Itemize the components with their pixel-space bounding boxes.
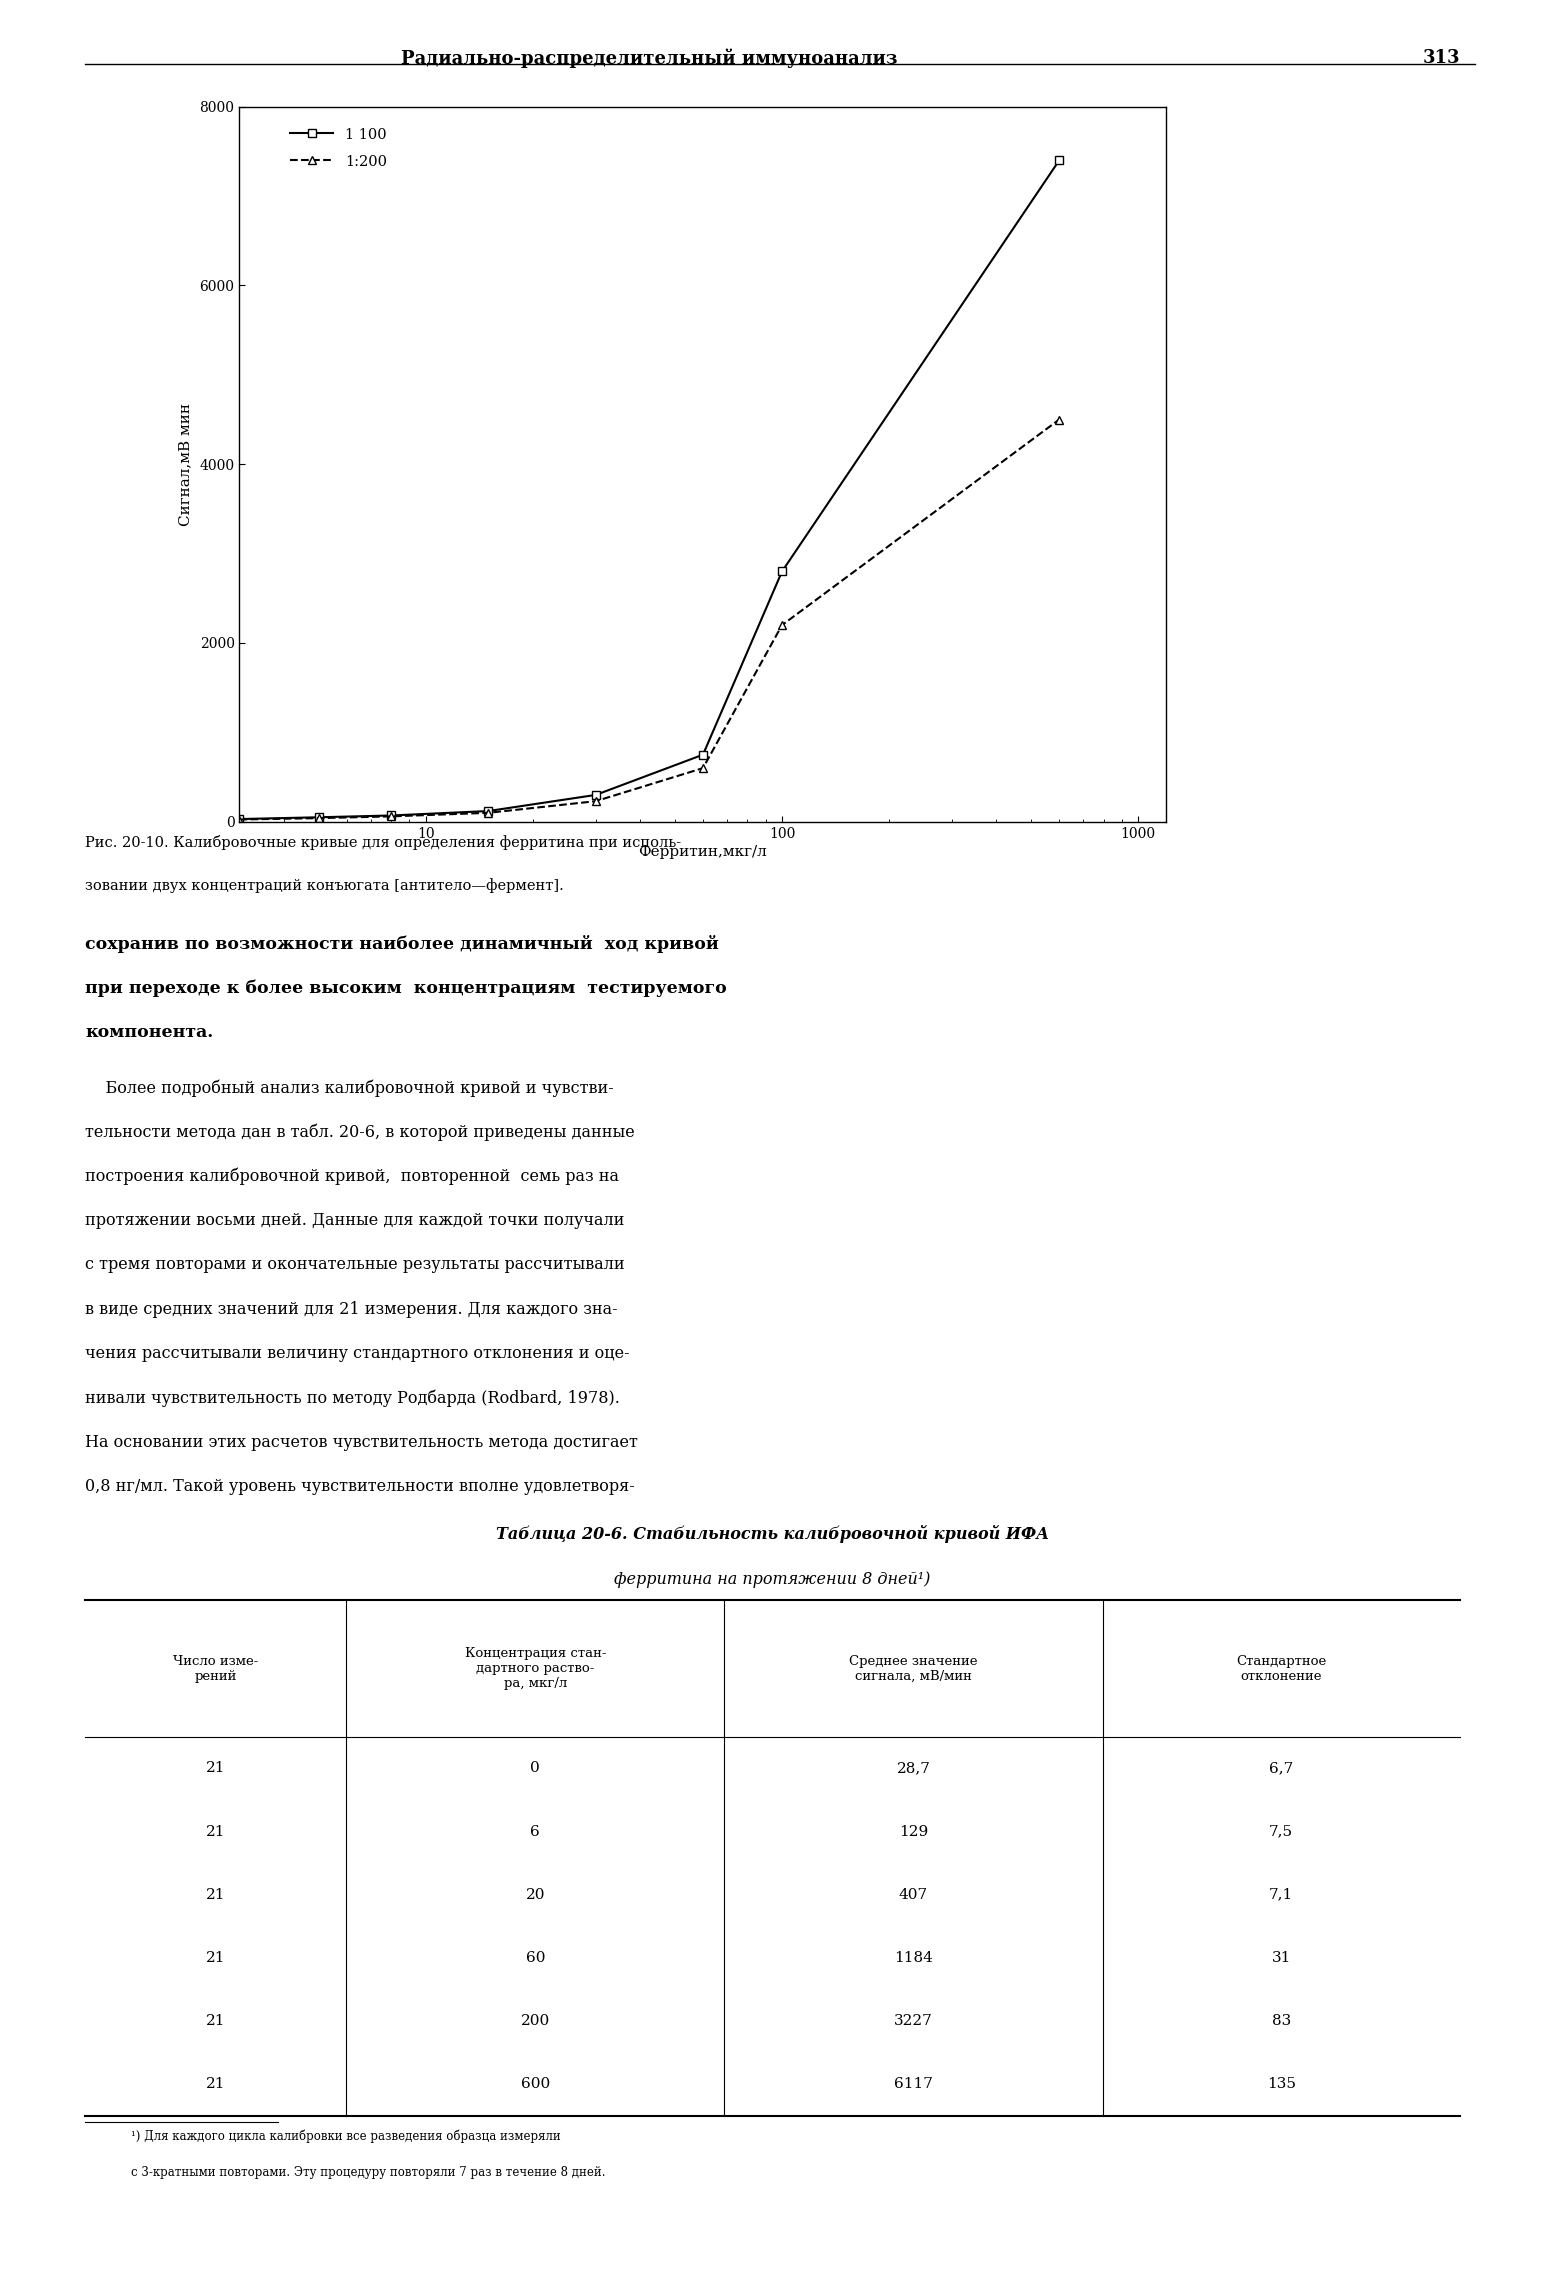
Text: 28,7: 28,7 [896,1762,930,1775]
Text: построения калибровочной кривой,  повторенной  семь раз на: построения калибровочной кривой, повторе… [85,1167,620,1185]
Text: 7,1: 7,1 [1268,1889,1293,1902]
Text: 21: 21 [205,2077,226,2091]
Text: 135: 135 [1267,2077,1296,2091]
Text: тельности метода дан в табл. 20-6, в которой приведены данные: тельности метода дан в табл. 20-6, в кот… [85,1124,635,1142]
Text: Таблица 20-6. Стабильность калибровочной кривой ИФА: Таблица 20-6. Стабильность калибровочной… [496,1525,1049,1544]
Text: компонента.: компонента. [85,1024,213,1040]
Text: 7,5: 7,5 [1268,1825,1293,1839]
Text: 407: 407 [899,1889,929,1902]
Text: Более подробный анализ калибровочной кривой и чувстви-: Более подробный анализ калибровочной кри… [85,1078,613,1096]
Text: Число изме-
рений: Число изме- рений [173,1655,258,1682]
Text: при переходе к более высоким  концентрациям  тестируемого: при переходе к более высоким концентраци… [85,978,726,997]
Text: нивали чувствительность по методу Родбарда (Rodbard, 1978).: нивали чувствительность по методу Родбар… [85,1389,620,1407]
Text: Концентрация стан-
дартного раство-
ра, мкг/л: Концентрация стан- дартного раство- ра, … [465,1648,606,1691]
Text: 6,7: 6,7 [1268,1762,1293,1775]
Text: 21: 21 [205,1950,226,1966]
Text: 31: 31 [1272,1950,1292,1966]
Text: 6117: 6117 [895,2077,933,2091]
Text: 83: 83 [1272,2013,1292,2027]
Text: 60: 60 [525,1950,545,1966]
Text: На основании этих расчетов чувствительность метода достигает: На основании этих расчетов чувствительно… [85,1435,638,1451]
Text: чения рассчитывали величину стандартного отклонения и оце-: чения рассчитывали величину стандартного… [85,1344,630,1362]
Text: с 3-кратными повторами. Эту процедуру повторяли 7 раз в течение 8 дней.: с 3-кратными повторами. Эту процедуру по… [131,2166,606,2179]
Text: сохранив по возможности наиболее динамичный  ход кривой: сохранив по возможности наиболее динамич… [85,935,718,953]
Text: 21: 21 [205,2013,226,2027]
Text: ферритина на протяжении 8 дней¹): ферритина на протяжении 8 дней¹) [615,1571,930,1587]
Text: 21: 21 [205,1889,226,1902]
Text: Радиально-распределительный иммуноанализ: Радиально-распределительный иммуноанализ [400,48,898,68]
Text: 1184: 1184 [895,1950,933,1966]
Text: протяжении восьми дней. Данные для каждой точки получали: протяжении восьми дней. Данные для каждо… [85,1212,624,1228]
Text: зовании двух концентраций конъюгата [антитело—фермент].: зовании двух концентраций конъюгата [ант… [85,878,564,894]
Text: ¹) Для каждого цикла калибровки все разведения образца измеряли: ¹) Для каждого цикла калибровки все разв… [131,2129,561,2143]
Text: Рис. 20-10. Калибровочные кривые для определения ферритина при исполь-: Рис. 20-10. Калибровочные кривые для опр… [85,835,681,851]
Text: с тремя повторами и окончательные результаты рассчитывали: с тремя повторами и окончательные резуль… [85,1258,624,1273]
Text: 313: 313 [1423,48,1460,66]
Y-axis label: Сигнал,мВ мин: Сигнал,мВ мин [179,402,193,527]
X-axis label: Ферритин,мкг/л: Ферритин,мкг/л [638,844,768,858]
Text: 129: 129 [899,1825,929,1839]
Legend: 1 100, 1:200: 1 100, 1:200 [284,120,392,175]
Text: 21: 21 [205,1825,226,1839]
Text: 0,8 нг/мл. Такой уровень чувствительности вполне удовлетворя-: 0,8 нг/мл. Такой уровень чувствительност… [85,1478,635,1494]
Text: 200: 200 [521,2013,550,2027]
Text: 0: 0 [530,1762,541,1775]
Text: 21: 21 [205,1762,226,1775]
Text: в виде средних значений для 21 измерения. Для каждого зна-: в виде средних значений для 21 измерения… [85,1301,618,1317]
Text: Среднее значение
сигнала, мВ/мин: Среднее значение сигнала, мВ/мин [850,1655,978,1682]
Text: 3227: 3227 [895,2013,933,2027]
Text: Стандартное
отклонение: Стандартное отклонение [1236,1655,1327,1682]
Text: 600: 600 [521,2077,550,2091]
Text: 20: 20 [525,1889,545,1902]
Text: 6: 6 [530,1825,541,1839]
